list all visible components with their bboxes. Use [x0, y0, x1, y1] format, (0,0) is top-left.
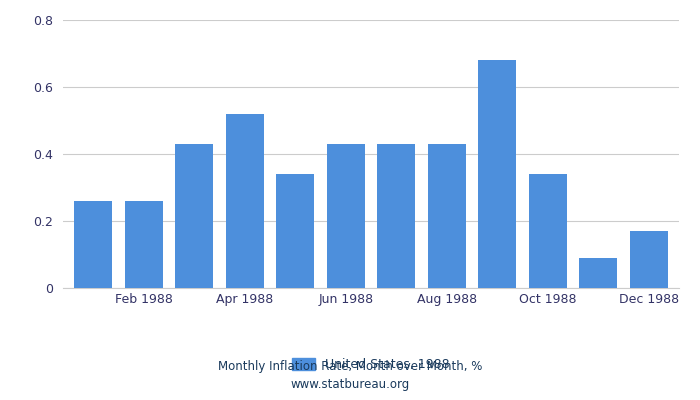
Bar: [74, 201, 112, 288]
Bar: [580, 258, 617, 288]
Bar: [226, 114, 264, 288]
Text: Monthly Inflation Rate, Month over Month, %: Monthly Inflation Rate, Month over Month…: [218, 360, 482, 373]
Bar: [528, 174, 567, 288]
Bar: [377, 144, 415, 288]
Bar: [125, 201, 162, 288]
Bar: [175, 144, 214, 288]
Text: www.statbureau.org: www.statbureau.org: [290, 378, 410, 391]
Bar: [327, 144, 365, 288]
Bar: [478, 60, 516, 288]
Bar: [428, 144, 466, 288]
Bar: [276, 174, 314, 288]
Legend: United States, 1988: United States, 1988: [288, 353, 454, 376]
Bar: [630, 231, 668, 288]
